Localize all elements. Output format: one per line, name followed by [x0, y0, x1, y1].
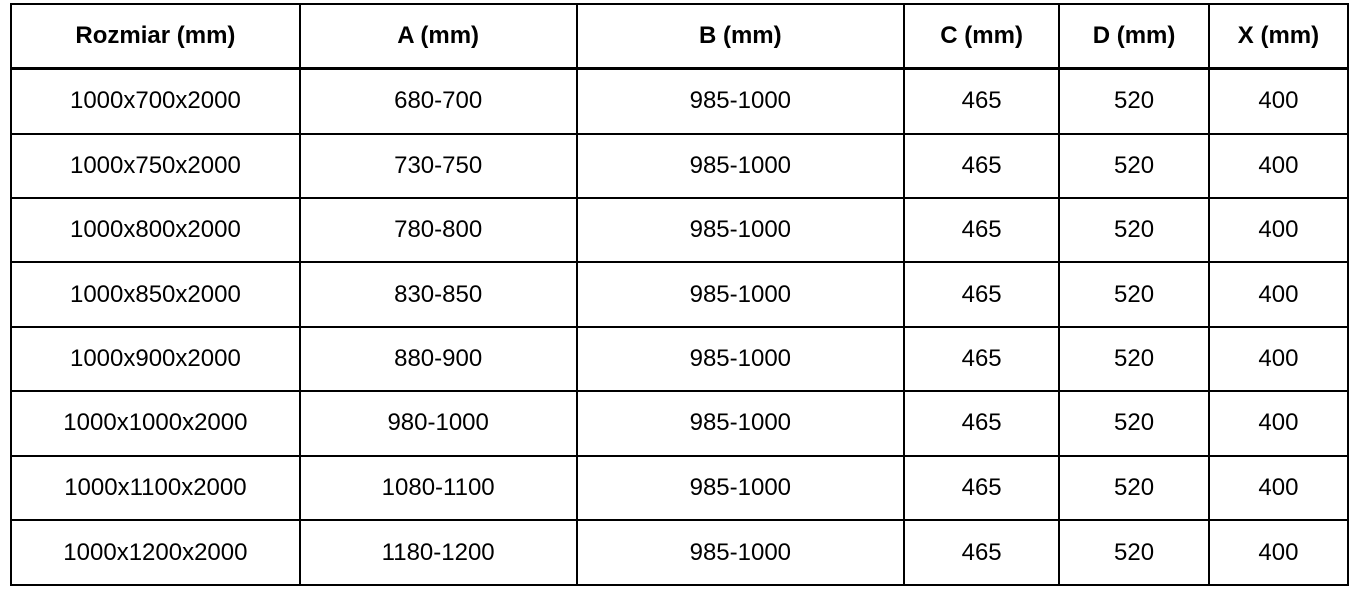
column-header-rozmiar: Rozmiar (mm) — [10, 3, 301, 70]
cell-c: 465 — [903, 325, 1061, 393]
cell-x: 400 — [1207, 519, 1350, 586]
cell-d: 520 — [1058, 519, 1210, 586]
cell-rozmiar: 1000x1000x2000 — [10, 390, 301, 457]
cell-c: 465 — [903, 67, 1061, 135]
table-row: 1000x900x2000 880-900 985-1000 465 520 4… — [10, 325, 1350, 393]
cell-a: 980-1000 — [298, 390, 578, 457]
cell-x: 400 — [1207, 67, 1350, 135]
cell-rozmiar: 1000x1100x2000 — [10, 454, 301, 522]
table-row: 1000x1200x2000 1180-1200 985-1000 465 52… — [10, 519, 1350, 586]
column-header-a: A (mm) — [298, 3, 578, 70]
cell-b: 985-1000 — [575, 454, 906, 522]
dimension-table: Rozmiar (mm) A (mm) B (mm) C (mm) D (mm)… — [10, 3, 1350, 586]
cell-x: 400 — [1207, 132, 1350, 199]
cell-rozmiar: 1000x1200x2000 — [10, 519, 301, 586]
column-header-d: D (mm) — [1058, 3, 1210, 70]
table-row: 1000x1000x2000 980-1000 985-1000 465 520… — [10, 390, 1350, 457]
cell-d: 520 — [1058, 132, 1210, 199]
cell-d: 520 — [1058, 390, 1210, 457]
cell-b: 985-1000 — [575, 325, 906, 393]
cell-a: 1180-1200 — [298, 519, 578, 586]
cell-x: 400 — [1207, 325, 1350, 393]
header-row: Rozmiar (mm) A (mm) B (mm) C (mm) D (mm)… — [10, 3, 1350, 70]
cell-d: 520 — [1058, 67, 1210, 135]
cell-d: 520 — [1058, 261, 1210, 328]
cell-x: 400 — [1207, 261, 1350, 328]
cell-rozmiar: 1000x700x2000 — [10, 67, 301, 135]
cell-rozmiar: 1000x900x2000 — [10, 325, 301, 393]
cell-c: 465 — [903, 261, 1061, 328]
cell-b: 985-1000 — [575, 519, 906, 586]
table-row: 1000x700x2000 680-700 985-1000 465 520 4… — [10, 67, 1350, 135]
cell-c: 465 — [903, 132, 1061, 199]
table-row: 1000x850x2000 830-850 985-1000 465 520 4… — [10, 261, 1350, 328]
cell-d: 520 — [1058, 196, 1210, 264]
cell-x: 400 — [1207, 390, 1350, 457]
cell-a: 1080-1100 — [298, 454, 578, 522]
cell-a: 730-750 — [298, 132, 578, 199]
cell-b: 985-1000 — [575, 390, 906, 457]
table-row: 1000x750x2000 730-750 985-1000 465 520 4… — [10, 132, 1350, 199]
column-header-x: X (mm) — [1207, 3, 1350, 70]
cell-a: 830-850 — [298, 261, 578, 328]
column-header-b: B (mm) — [575, 3, 906, 70]
cell-b: 985-1000 — [575, 196, 906, 264]
table-row: 1000x1100x2000 1080-1100 985-1000 465 52… — [10, 454, 1350, 522]
cell-x: 400 — [1207, 454, 1350, 522]
cell-x: 400 — [1207, 196, 1350, 264]
cell-d: 520 — [1058, 325, 1210, 393]
cell-a: 880-900 — [298, 325, 578, 393]
cell-a: 680-700 — [298, 67, 578, 135]
cell-rozmiar: 1000x800x2000 — [10, 196, 301, 264]
cell-c: 465 — [903, 454, 1061, 522]
column-header-c: C (mm) — [903, 3, 1061, 70]
cell-d: 520 — [1058, 454, 1210, 522]
table-row: 1000x800x2000 780-800 985-1000 465 520 4… — [10, 196, 1350, 264]
cell-a: 780-800 — [298, 196, 578, 264]
cell-c: 465 — [903, 390, 1061, 457]
cell-c: 465 — [903, 196, 1061, 264]
cell-b: 985-1000 — [575, 67, 906, 135]
cell-rozmiar: 1000x850x2000 — [10, 261, 301, 328]
cell-b: 985-1000 — [575, 132, 906, 199]
cell-rozmiar: 1000x750x2000 — [10, 132, 301, 199]
cell-c: 465 — [903, 519, 1061, 586]
cell-b: 985-1000 — [575, 261, 906, 328]
